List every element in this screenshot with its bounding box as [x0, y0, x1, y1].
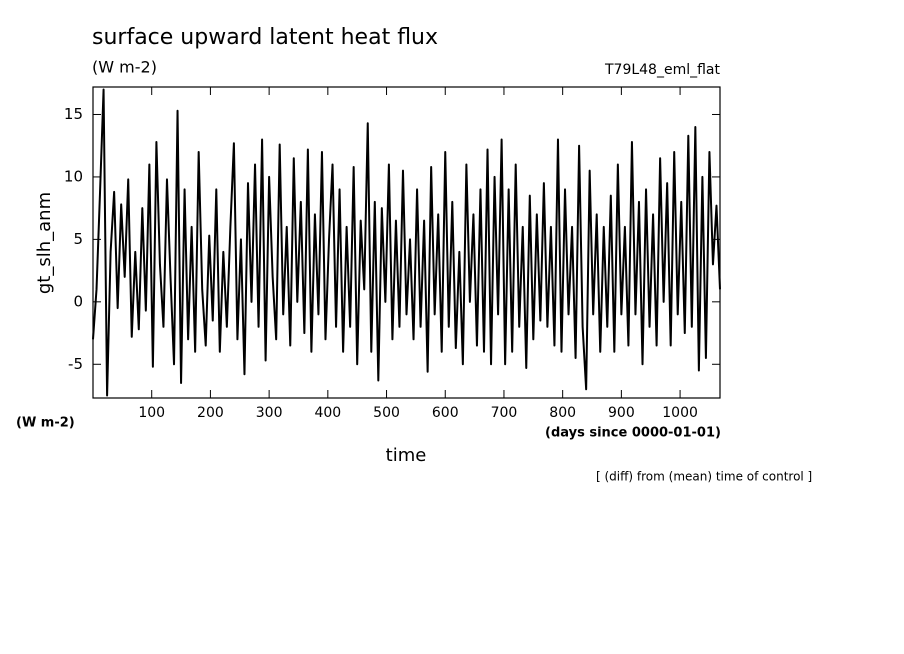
- y-tick-label: 0: [73, 292, 83, 310]
- x-tick-label: 800: [549, 405, 576, 421]
- y-tick-label: 5: [73, 230, 83, 248]
- y-tick-label: 10: [64, 167, 83, 185]
- x-tick-label: 200: [197, 405, 224, 421]
- run-label: T79L48_eml_flat: [604, 62, 721, 78]
- y-tick-label: 15: [64, 105, 83, 123]
- y-unit: (W m-2): [16, 416, 75, 431]
- x-tick-label: 400: [314, 405, 341, 421]
- x-tick-label: 600: [432, 405, 459, 421]
- x-unit: (days since 0000-01-01): [545, 426, 721, 441]
- note: [ (diff) from (mean) time of control ]: [596, 470, 812, 484]
- y-tick-label: -5: [68, 355, 83, 373]
- x-tick-label: 300: [256, 405, 283, 421]
- data-line: [92, 88, 721, 397]
- y-axis-label: gt_slh_anm: [34, 192, 55, 294]
- x-tick-label: 900: [608, 405, 635, 421]
- chart-title: surface upward latent heat flux: [92, 25, 438, 50]
- x-tick-label: 500: [373, 405, 400, 421]
- chart-unit: (W m-2): [92, 58, 157, 77]
- x-tick-label: 100: [138, 405, 165, 421]
- plot-frame: [92, 86, 721, 399]
- x-tick-label: 1000: [662, 405, 698, 421]
- x-tick-label: 700: [491, 405, 518, 421]
- x-axis-label: time: [386, 445, 427, 466]
